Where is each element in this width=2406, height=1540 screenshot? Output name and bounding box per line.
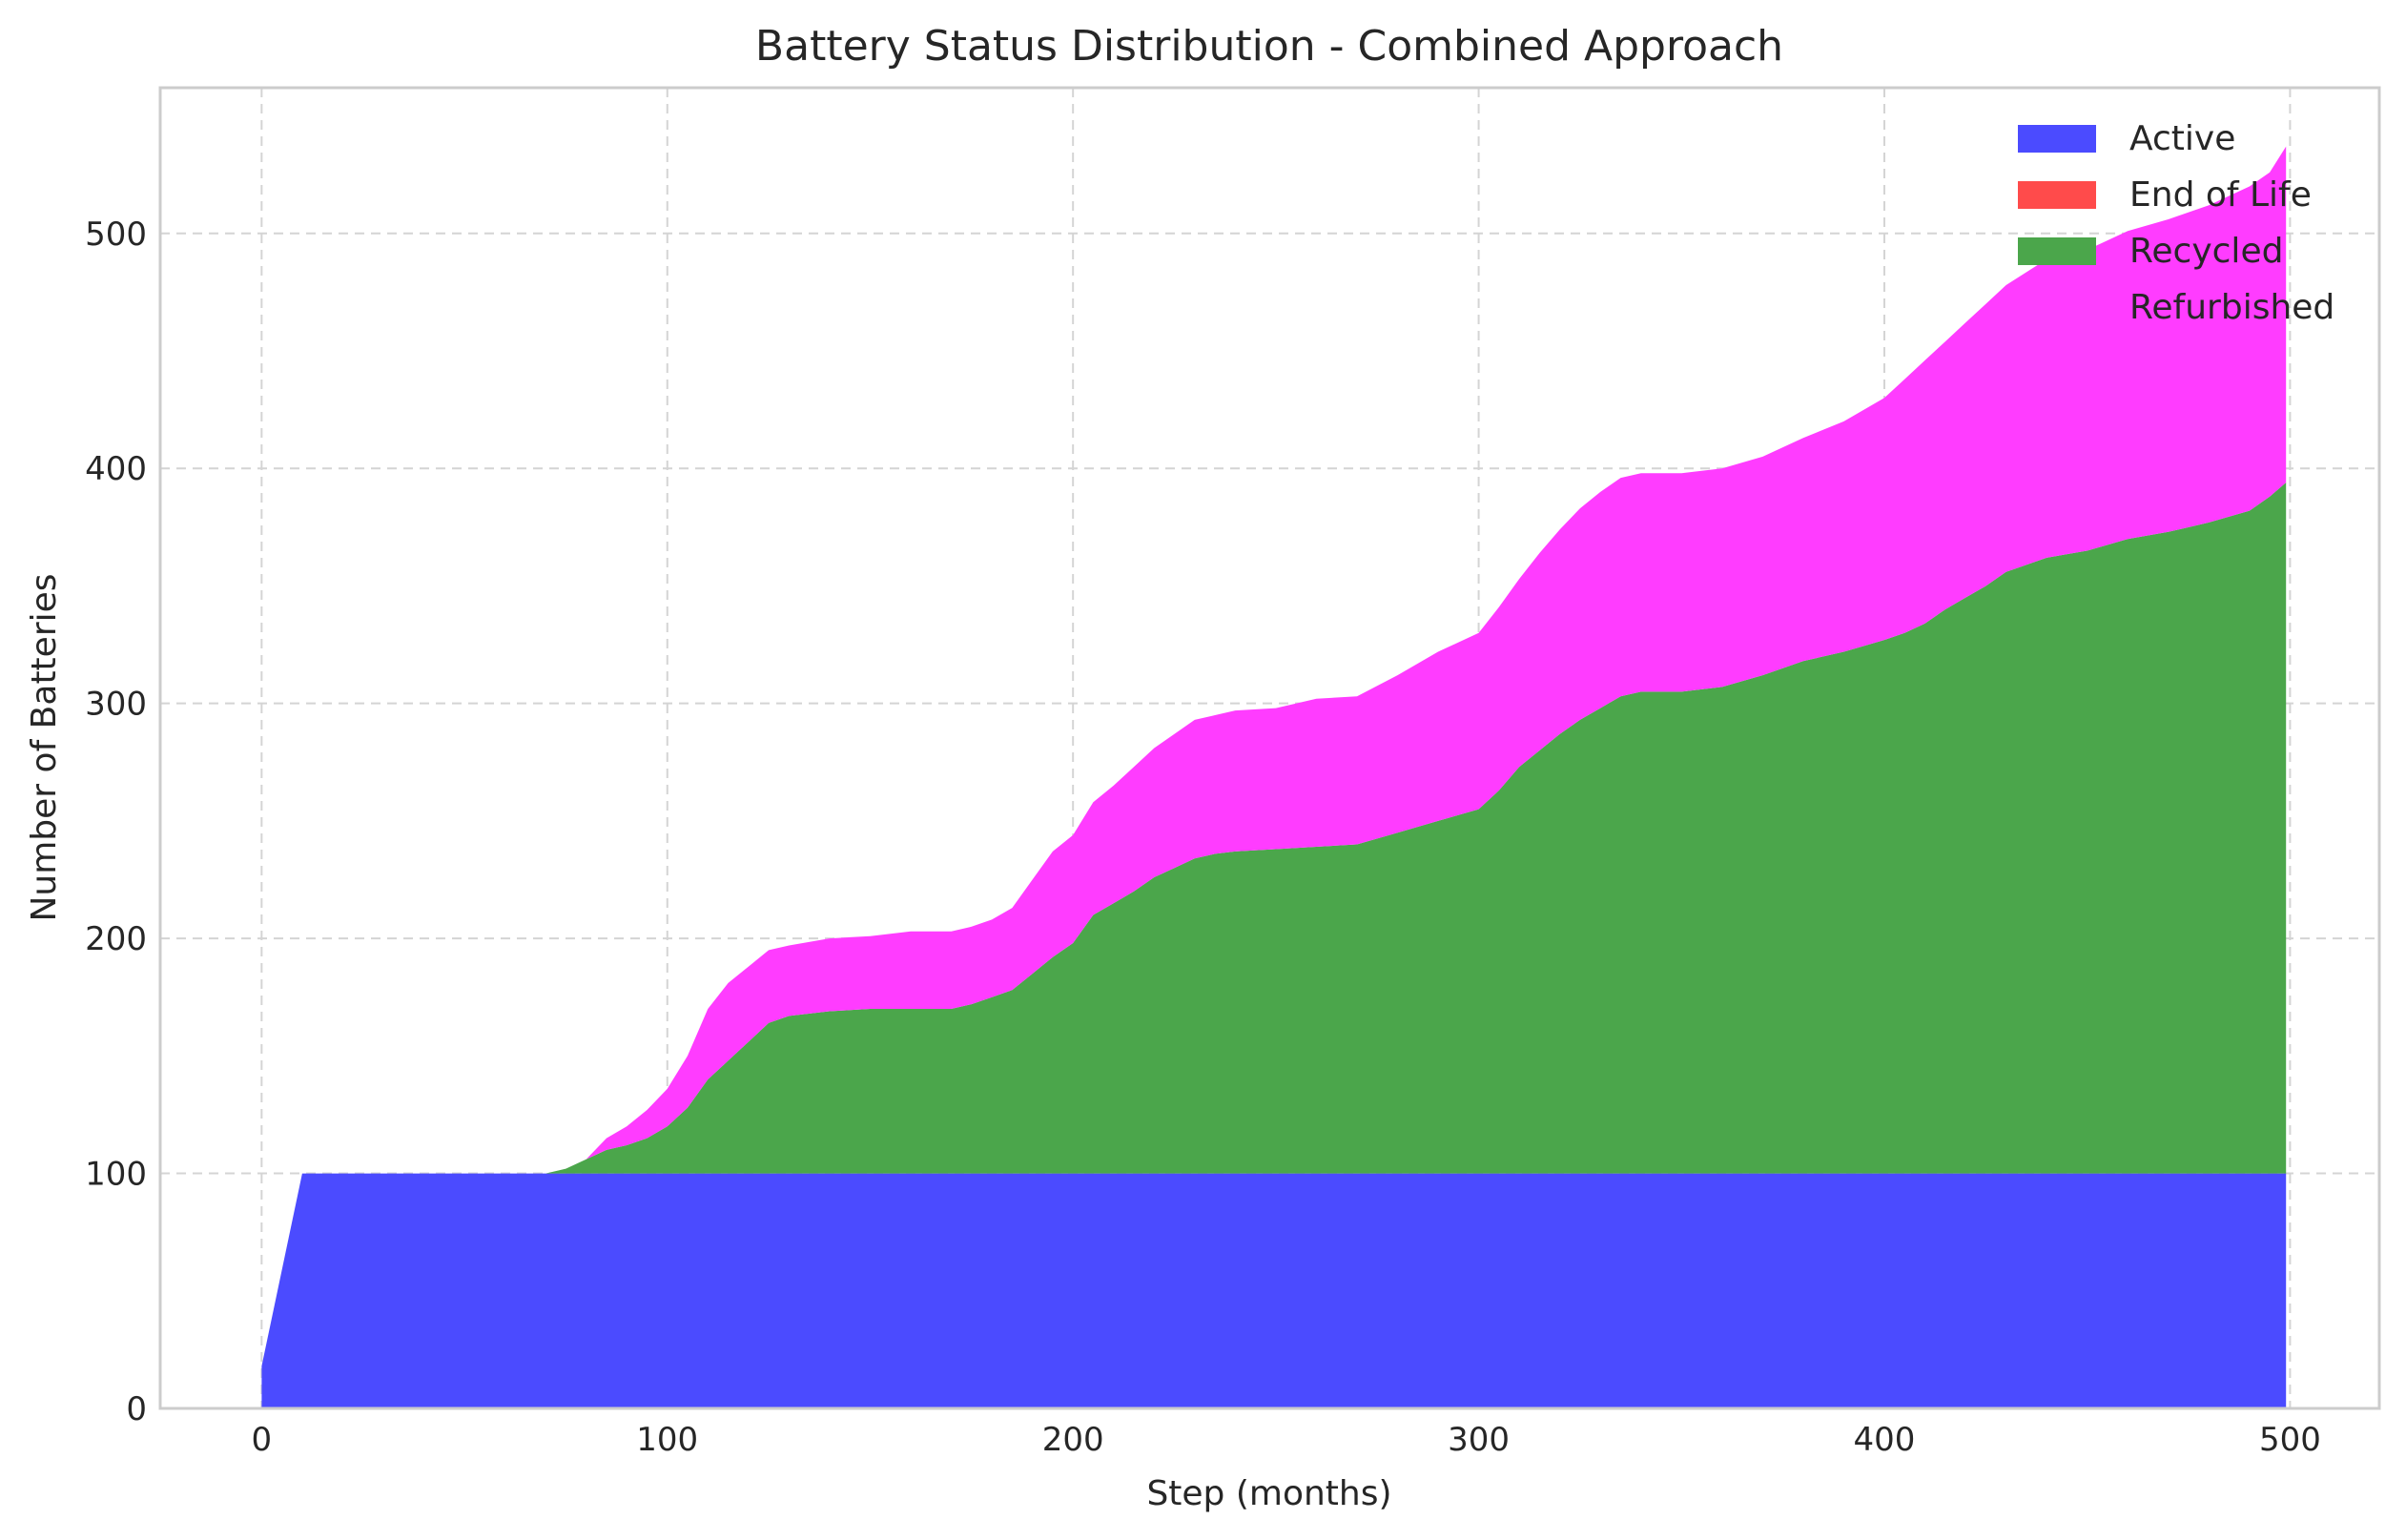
legend-label-end-of-life: End of Life <box>2129 175 2312 215</box>
y-tick-label-0: 0 <box>126 1390 147 1428</box>
area-recycled <box>261 483 2287 1366</box>
x-axis-label: Step (months) <box>1146 1474 1391 1513</box>
x-tick-label-0: 0 <box>252 1421 273 1459</box>
legend-label-refurbished: Refurbished <box>2129 288 2334 327</box>
legend-swatch-active <box>2018 125 2096 153</box>
legend-swatch-recycled <box>2018 237 2096 265</box>
stacked-areas <box>261 146 2287 1408</box>
chart-title: Battery Status Distribution - Combined A… <box>755 22 1783 71</box>
x-tick-label-2: 200 <box>1042 1421 1104 1459</box>
y-tick-label-1: 100 <box>85 1156 147 1194</box>
y-tick-label-2: 200 <box>85 920 147 958</box>
y-tick-label-5: 500 <box>85 216 147 254</box>
legend: Active End of Life Recycled Refurbished <box>2018 119 2334 327</box>
legend-label-recycled: Recycled <box>2129 232 2283 271</box>
x-tick-label-5: 500 <box>2259 1421 2321 1459</box>
plot-frame <box>158 86 2381 1410</box>
x-tick-label-4: 400 <box>1854 1421 1916 1459</box>
legend-swatch-end-of-life <box>2018 181 2096 209</box>
legend-label-active: Active <box>2129 119 2235 158</box>
y-tick-label-4: 400 <box>85 450 147 488</box>
legend-swatch-refurbished <box>2018 294 2096 321</box>
x-tick-label-1: 100 <box>636 1421 698 1459</box>
area-refurbished <box>261 146 2287 1366</box>
x-tick-label-3: 300 <box>1448 1421 1510 1459</box>
area-active <box>261 1173 2287 1408</box>
y-tick-label-3: 300 <box>85 686 147 724</box>
y-axis-label: Number of Batteries <box>25 573 64 921</box>
axis-ticks: 0 100 200 300 400 500 0 100 200 300 400 500 <box>85 216 2321 1459</box>
